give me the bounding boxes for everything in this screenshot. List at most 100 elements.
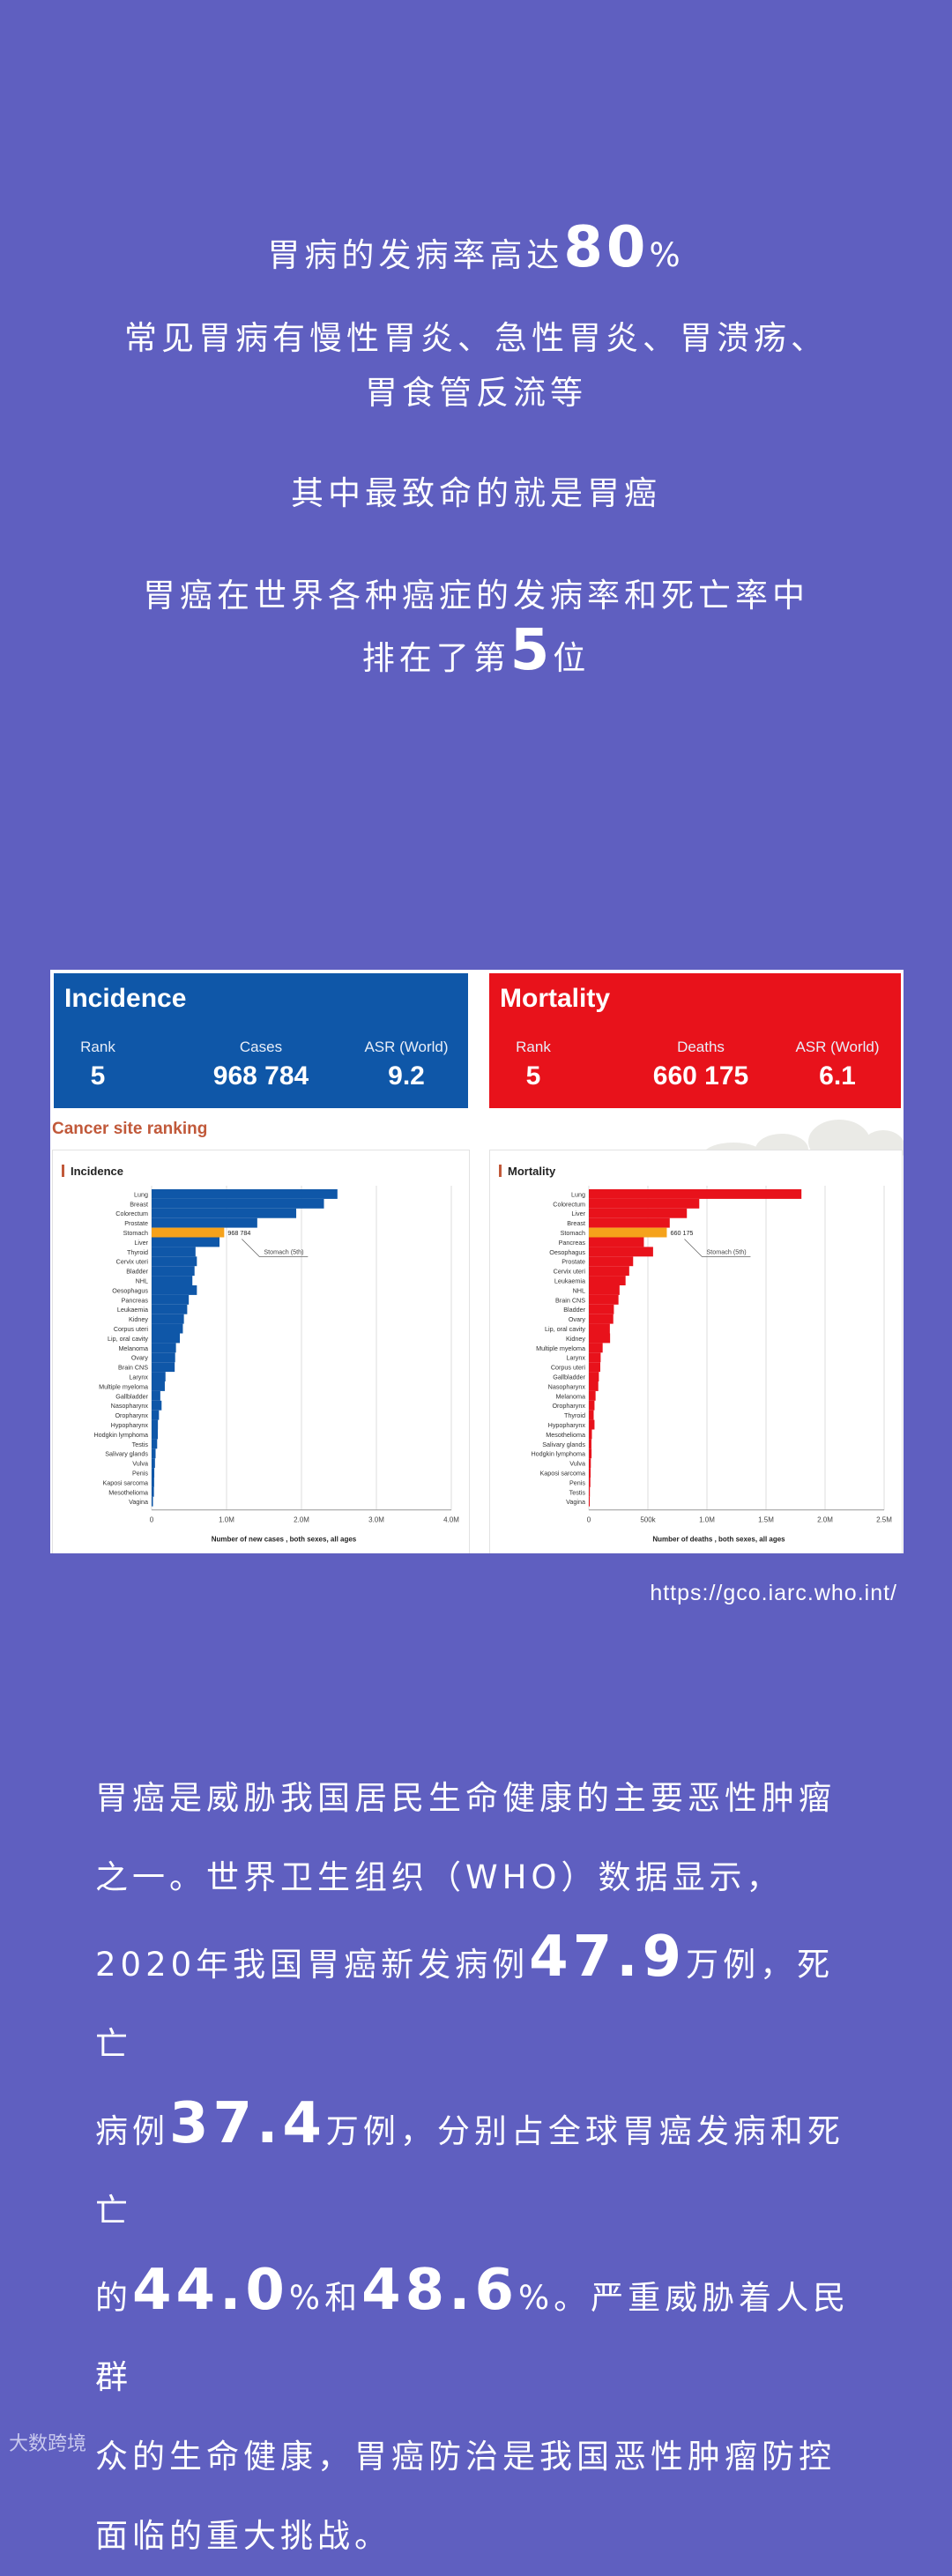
incidence-category-label: Stomach	[123, 1229, 148, 1237]
body-line-5: 的44.0%和48.6%。严重威胁着人民群	[95, 2258, 851, 2396]
mortality-category-label: Prostate	[562, 1258, 585, 1266]
mortality-bar	[589, 1294, 619, 1305]
incidence-bar	[152, 1439, 158, 1449]
mortality-bar	[589, 1390, 596, 1401]
mortality-category-label: Brain CNS	[555, 1296, 585, 1304]
incidence-category-label: Mesothelioma	[108, 1488, 148, 1496]
incidence-category-label: Pancreas	[122, 1296, 149, 1304]
mortality-category-label: Larynx	[566, 1354, 585, 1362]
mortality-card: Mortality Rank 5 Deaths 660 175 ASR (Wor…	[489, 973, 901, 1108]
incidence-bar	[152, 1458, 155, 1469]
mortality-bar	[589, 1198, 700, 1209]
mortality-title-accent	[499, 1165, 502, 1177]
mortality-bar	[589, 1458, 591, 1469]
mortality-bar	[589, 1256, 634, 1267]
cancer-chart-screenshot: Incidence Rank 5 Cases 968 784 ASR (Worl…	[50, 970, 904, 1553]
mortality-bar	[589, 1486, 591, 1497]
intro-line-3: 胃食管反流等	[365, 374, 587, 412]
incidence-category-label: Lip, oral cavity	[108, 1335, 148, 1343]
incidence-bar	[152, 1189, 338, 1199]
incidence-category-label: Multiple myeloma	[99, 1382, 148, 1390]
source-link[interactable]: https://gco.iarc.who.int/	[650, 1581, 897, 1605]
incidence-asr-label: ASR (World)	[364, 1039, 449, 1055]
incidence-tick-label: 0	[150, 1516, 154, 1524]
mortality-chart-svg: Mortality 0 500k 1.0M 1.5M 2.0M 2.5M Lung Colore…	[499, 1165, 892, 1544]
mortality-bar	[589, 1285, 620, 1295]
incidence-tick-label: 1.0M	[219, 1516, 234, 1524]
incidence-share: 44.0	[132, 2258, 289, 2323]
mortality-bar	[589, 1448, 592, 1459]
incidence-bar	[152, 1468, 155, 1478]
mortality-category-label: Leukaemia	[554, 1277, 585, 1285]
incidence-bar	[152, 1410, 160, 1420]
mortality-category-label: Kaposi sarcoma	[539, 1470, 585, 1478]
incidence-tick-label: 4.0M	[443, 1516, 459, 1524]
incidence-rank: 5	[90, 1061, 106, 1091]
mortality-category-label: Oropharynx	[552, 1402, 585, 1410]
site-ranking-title: Cancer site ranking	[52, 1120, 208, 1138]
mortality-category-label: Pancreas	[559, 1239, 586, 1247]
intro-line-2: 常见胃病有慢性胃炎、急性胃炎、胃溃疡、	[124, 319, 828, 357]
incidence-bar	[152, 1304, 188, 1314]
incidence-category-label: Ovary	[131, 1354, 149, 1362]
incidence-bar	[152, 1486, 154, 1497]
incidence-bar	[152, 1478, 154, 1487]
mortality-category-label: Vagina	[566, 1498, 585, 1506]
mortality-bar	[589, 1496, 591, 1507]
incidence-bar	[152, 1343, 176, 1353]
mortality-annotation-line	[684, 1239, 751, 1257]
mortality-category-label: Vulva	[569, 1460, 585, 1468]
mortality-category-label: Lip, oral cavity	[545, 1325, 585, 1333]
mortality-bar	[589, 1362, 600, 1373]
mortality-bar	[589, 1333, 611, 1344]
incidence-category-label: Testis	[132, 1441, 149, 1448]
incidence-category-label: Prostate	[124, 1219, 148, 1227]
incidence-category-label: Thyroid	[127, 1248, 148, 1256]
incidence-chart-svg: Incidence 0 1.0M 2.0M 3.0M 4.0M Lung Breast Colo…	[62, 1165, 459, 1544]
mortality-bar	[589, 1247, 653, 1257]
mortality-category-label: Gallbladder	[553, 1374, 585, 1381]
intro-line-6: 排在了第5位	[361, 618, 591, 683]
incidence-chart: Incidence 0 1.0M 2.0M 3.0M 4.0M Lung Breast Colo…	[52, 1150, 470, 1553]
incidence-highlight-value: 968 784	[227, 1229, 250, 1237]
incidence-category-label: Salivary glands	[105, 1450, 148, 1458]
incidence-bar	[152, 1381, 165, 1391]
incidence-category-label: Melanoma	[118, 1344, 148, 1352]
incidence-bar	[152, 1400, 162, 1411]
incidence-category-label: Vulva	[132, 1460, 148, 1468]
incidence-card: Incidence Rank 5 Cases 968 784 ASR (Worl…	[54, 973, 468, 1108]
incidence-bar	[152, 1294, 190, 1305]
mortality-bar	[589, 1468, 591, 1478]
rank-5: 5	[509, 618, 554, 683]
incidence-bar	[152, 1256, 197, 1267]
incidence-bar	[152, 1448, 156, 1459]
mortality-tick-label: 1.5M	[758, 1516, 774, 1524]
incidence-bar	[152, 1352, 175, 1363]
new-cases-number: 47.9	[529, 1925, 687, 1990]
mortality-category-label: Testis	[569, 1488, 586, 1496]
incidence-category-label: Liver	[134, 1239, 148, 1247]
mortality-bar	[589, 1410, 594, 1420]
incidence-bar	[152, 1362, 175, 1373]
mortality-bar	[589, 1304, 614, 1314]
mortality-deaths: 660 175	[652, 1061, 749, 1091]
incidence-tick-label: 3.0M	[368, 1516, 384, 1524]
mortality-bar	[589, 1227, 667, 1238]
incidence-bar	[152, 1217, 257, 1228]
body-text: 胃癌是威胁我国居民生命健康的主要恶性肿瘤 之一。世界卫生组织（WHO）数据显示，…	[95, 1759, 871, 2576]
mortality-tick-label: 0	[587, 1516, 591, 1524]
incidence-bar	[152, 1285, 197, 1295]
mortality-x-axis-label: Number of deaths , both sexes, all ages	[652, 1536, 785, 1544]
mortality-bar	[589, 1352, 601, 1363]
incidence-category-label: Colorectum	[115, 1210, 148, 1217]
incidence-category-label: Hodgkin lymphoma	[93, 1431, 148, 1439]
mortality-bar	[589, 1372, 599, 1381]
mortality-category-label: Liver	[571, 1210, 585, 1217]
mortality-deaths-label: Deaths	[677, 1039, 725, 1055]
incidence-bar	[152, 1266, 195, 1277]
incidence-rank-label: Rank	[80, 1039, 115, 1055]
incidence-bar	[152, 1314, 184, 1324]
incidence-tick-label: 2.0M	[294, 1516, 309, 1524]
mortality-bar	[589, 1419, 595, 1430]
mortality-category-label: Breast	[567, 1219, 585, 1227]
